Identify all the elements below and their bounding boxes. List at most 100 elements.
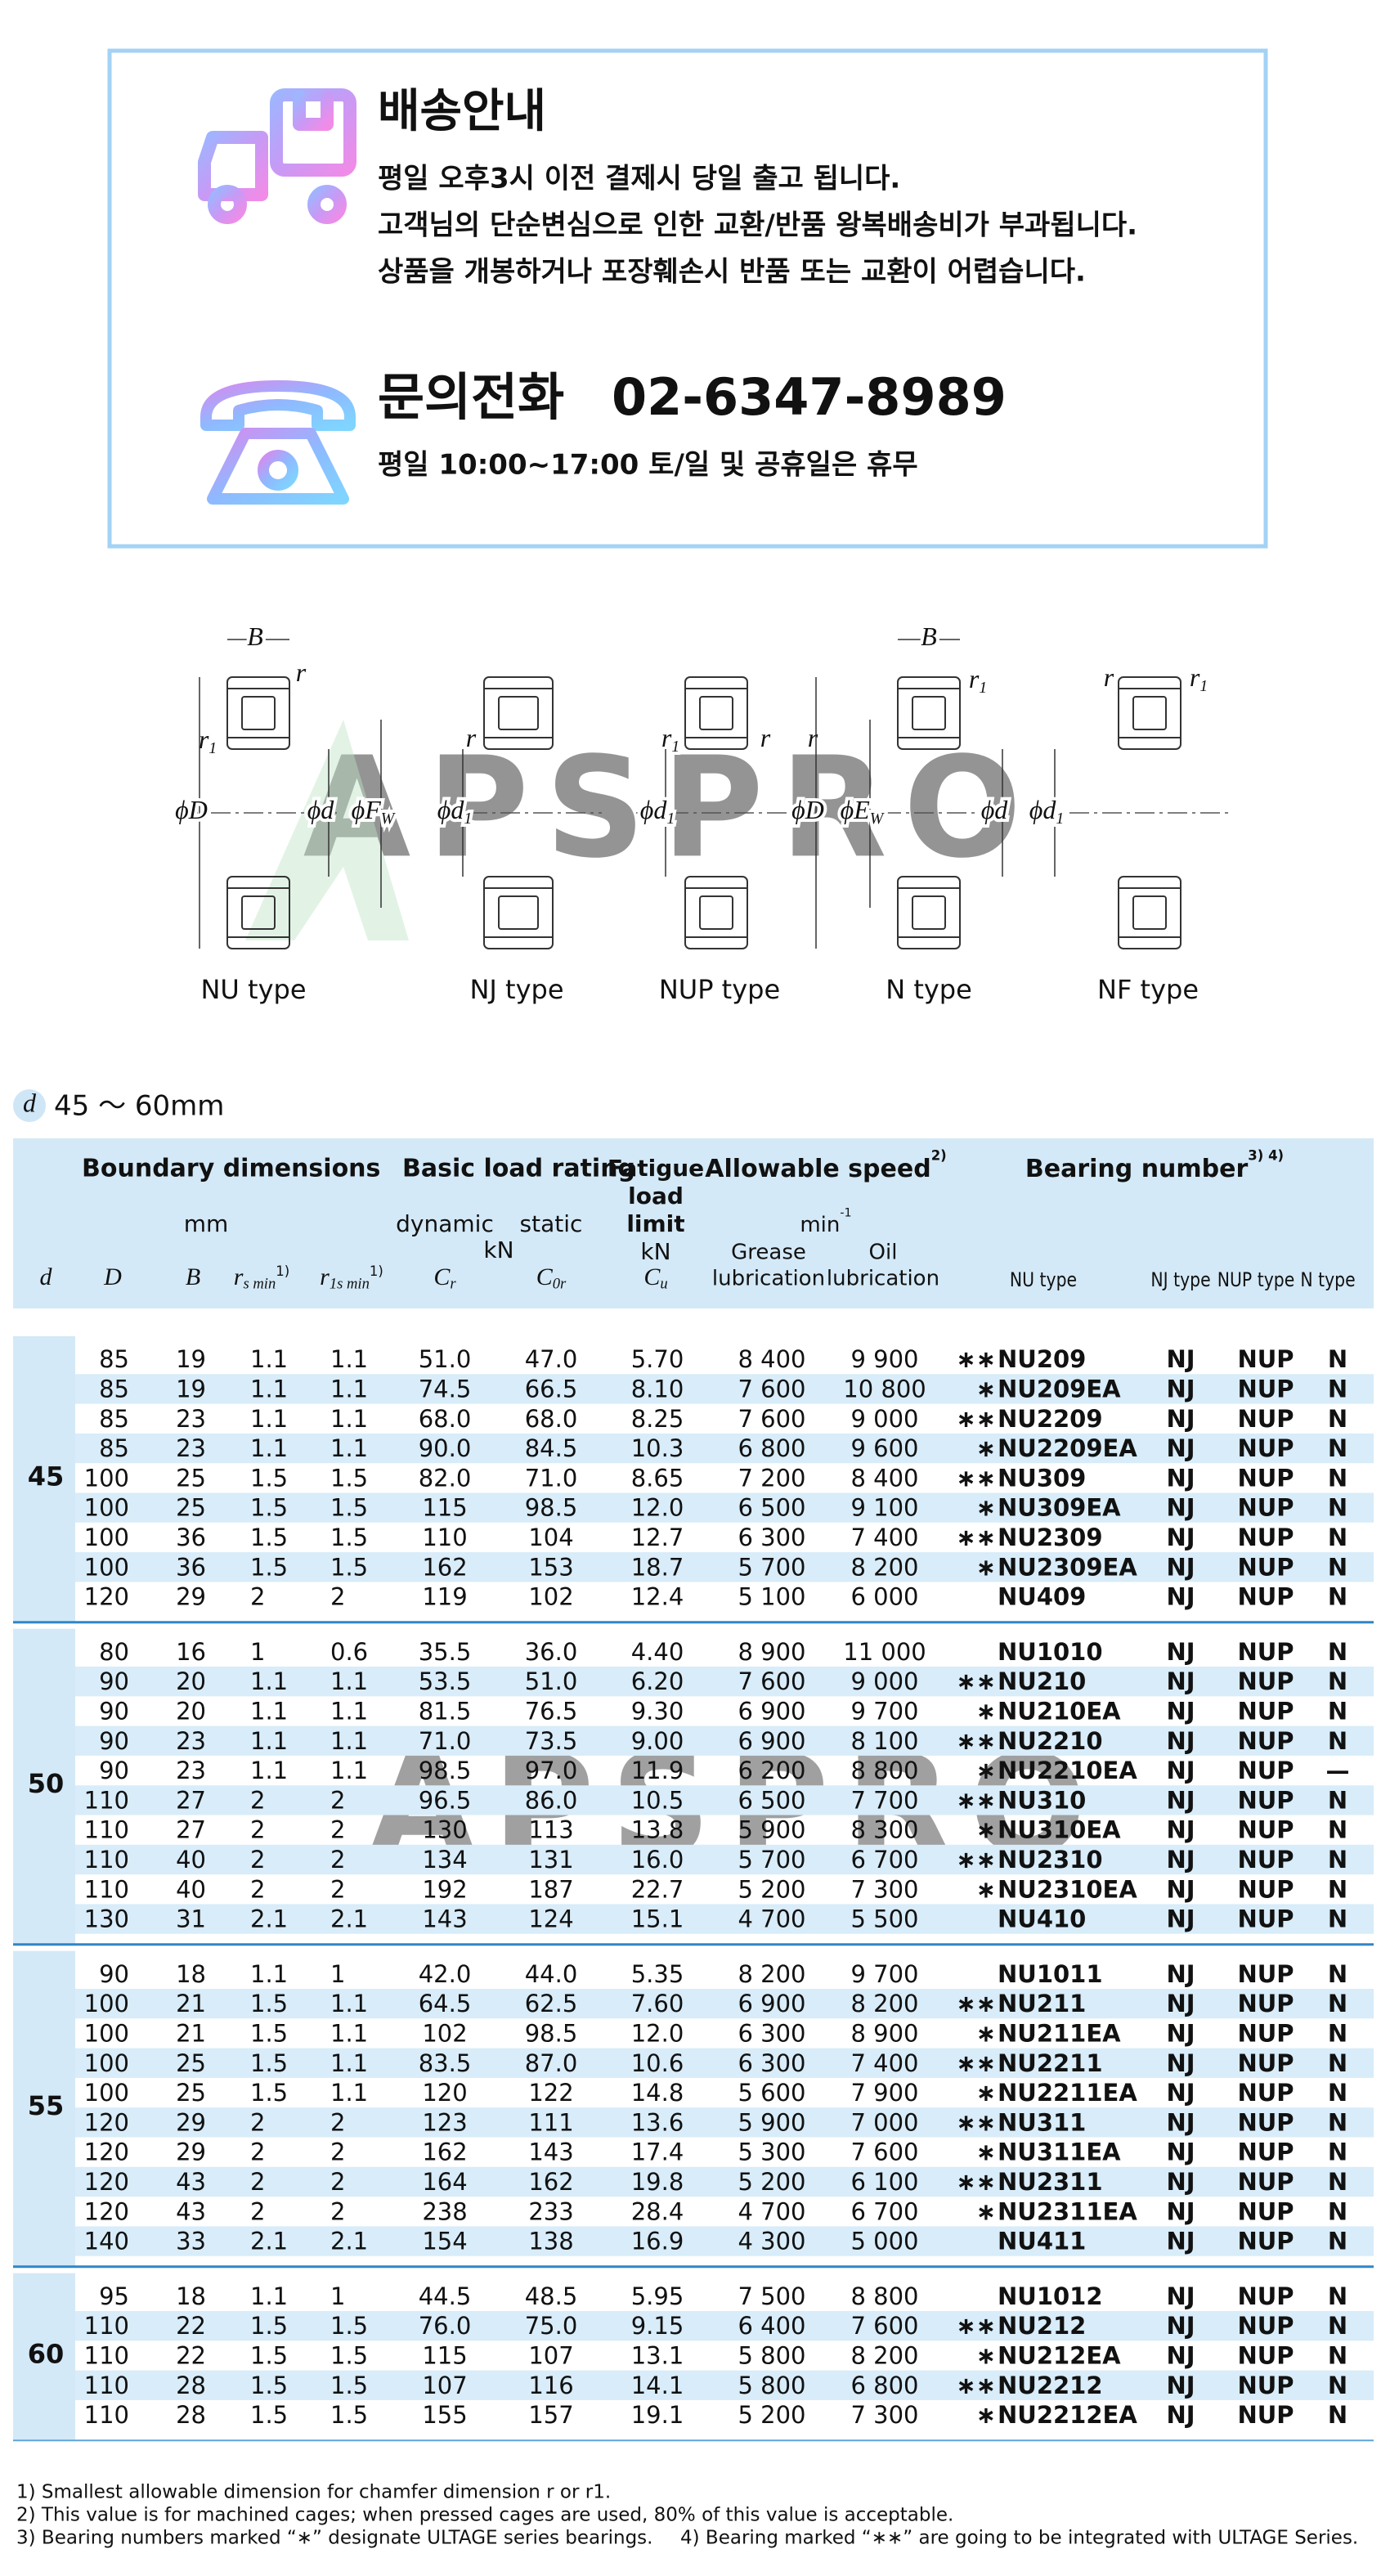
cell: NUP	[1237, 2312, 1294, 2340]
cell: 40	[176, 1875, 206, 1903]
header-text: lubrication	[827, 1267, 939, 1291]
diagram-symbol-main: ϕd	[640, 795, 668, 824]
cell: 162	[528, 2168, 573, 2196]
cell: NJ	[1166, 1434, 1195, 1462]
cell: 2	[250, 1816, 265, 1844]
cell: 7 600	[738, 1375, 805, 1402]
cell: NU311	[998, 2108, 1086, 2136]
cell-mark: ∗∗	[956, 1524, 996, 1551]
cell: NJ	[1166, 2197, 1195, 2225]
cell: 10.3	[631, 1434, 684, 1462]
cell: 1.1	[250, 1375, 288, 1402]
cell: 5 700	[738, 1846, 805, 1874]
cell: 95	[99, 2282, 129, 2310]
cell: 6 500	[738, 1786, 805, 1814]
cell: NU2211EA	[998, 2079, 1137, 2107]
cell: NU310	[998, 1786, 1086, 1814]
cell: 6 300	[738, 2049, 805, 2077]
cell: 8 200	[850, 2341, 918, 2369]
diagram-symbol-sub: 1	[979, 679, 987, 697]
cell: 15.1	[631, 1905, 684, 1933]
cell: N	[1328, 2138, 1347, 2166]
bearing: r r1	[1069, 659, 1230, 949]
cell: 2.1	[330, 1905, 368, 1933]
footnote: 1) Smallest allowable dimension for cham…	[16, 2482, 611, 2503]
header-text-main: Allowable speed	[705, 1155, 930, 1183]
cell: 100	[84, 1524, 129, 1551]
diagram-symbol-main: r	[296, 657, 307, 687]
diagram-symbol: ϕd	[981, 795, 1009, 824]
cell: 2	[330, 1786, 345, 1814]
cell: NU209EA	[998, 1375, 1121, 1402]
cell: 19	[176, 1375, 206, 1402]
cell: 18.7	[631, 1553, 684, 1581]
cell: 31	[176, 1905, 206, 1933]
cell-mark: ∗∗	[956, 2312, 996, 2340]
cell: NUP	[1237, 2168, 1294, 2196]
cell: 2	[330, 2168, 345, 2196]
cell: NU210EA	[998, 1697, 1121, 1725]
diagram-symbol: r	[1104, 662, 1114, 692]
header-text-sup: -1	[840, 1207, 851, 1220]
cell: 2	[250, 1786, 265, 1814]
cell: 90	[99, 1757, 129, 1784]
cell: NU2311EA	[998, 2197, 1137, 2225]
cell: 44.0	[525, 1960, 578, 1988]
diagram-symbol: r1	[969, 664, 987, 696]
cell: 157	[528, 2401, 573, 2429]
cell: 29	[176, 1583, 206, 1611]
footnote: 4) Bearing marked “∗∗” are going to be i…	[680, 2528, 1358, 2549]
cell: N	[1328, 1667, 1347, 1695]
diagram-symbol-main: B	[247, 622, 263, 651]
cell-mark: ∗	[976, 2138, 996, 2166]
diagram-symbol-main: r	[466, 723, 477, 752]
cell: 1.5	[330, 1494, 368, 1522]
cell: NUP	[1237, 1345, 1294, 1373]
cell: N	[1328, 2168, 1347, 2196]
cell: NUP	[1237, 1494, 1294, 1522]
cell: 2	[330, 1816, 345, 1844]
cell: N	[1328, 1583, 1347, 1611]
cell: 9 900	[850, 1345, 918, 1373]
cell: N	[1328, 1524, 1347, 1551]
diagram-symbol-main: ϕd	[981, 795, 1009, 824]
cell-mark: ∗	[976, 2341, 996, 2369]
header-text-sup: 2)	[931, 1147, 947, 1163]
cell: 1.5	[250, 2079, 288, 2107]
cell: 1.1	[250, 1727, 288, 1755]
roller	[1132, 696, 1167, 730]
cell: 16.0	[631, 1846, 684, 1874]
cell: NU1010	[998, 1638, 1103, 1666]
cell: N	[1328, 1727, 1347, 1755]
cell: NU2310	[998, 1846, 1103, 1874]
cell: 2	[250, 1583, 265, 1611]
cell: NJ	[1166, 1405, 1195, 1433]
cell: 0.6	[330, 1638, 368, 1666]
cell: 29	[176, 2108, 206, 2136]
cell: N	[1328, 2019, 1347, 2047]
cell: 110	[84, 2372, 129, 2399]
row-stripe	[75, 1667, 1374, 1697]
cell: NJ	[1166, 2079, 1195, 2107]
d-cell-bg	[13, 1336, 75, 1622]
header-symbol-main: C	[643, 1263, 661, 1290]
header-text: Basic load rating	[402, 1155, 635, 1183]
cell: 9 000	[850, 1667, 918, 1695]
diagram-symbol-main: ϕF	[352, 795, 382, 824]
header-symbol: rs min1)	[234, 1263, 289, 1293]
cell: NU209	[998, 1345, 1086, 1373]
cell: NU311EA	[998, 2138, 1121, 2166]
cell: 6 700	[850, 1846, 918, 1874]
cell: 10.5	[631, 1786, 684, 1814]
cell: NJ	[1166, 2341, 1195, 2369]
cell: NU309	[998, 1464, 1086, 1492]
cell: 13.6	[631, 2108, 684, 2136]
cell: 1.5	[330, 2372, 368, 2399]
range-text: 45 ～ 60mm	[54, 1090, 224, 1123]
cell: 5 800	[738, 2341, 805, 2369]
cell: 120	[422, 2079, 467, 2107]
cell-mark: ∗∗	[956, 1846, 996, 1874]
cell: NUP	[1237, 1464, 1294, 1492]
